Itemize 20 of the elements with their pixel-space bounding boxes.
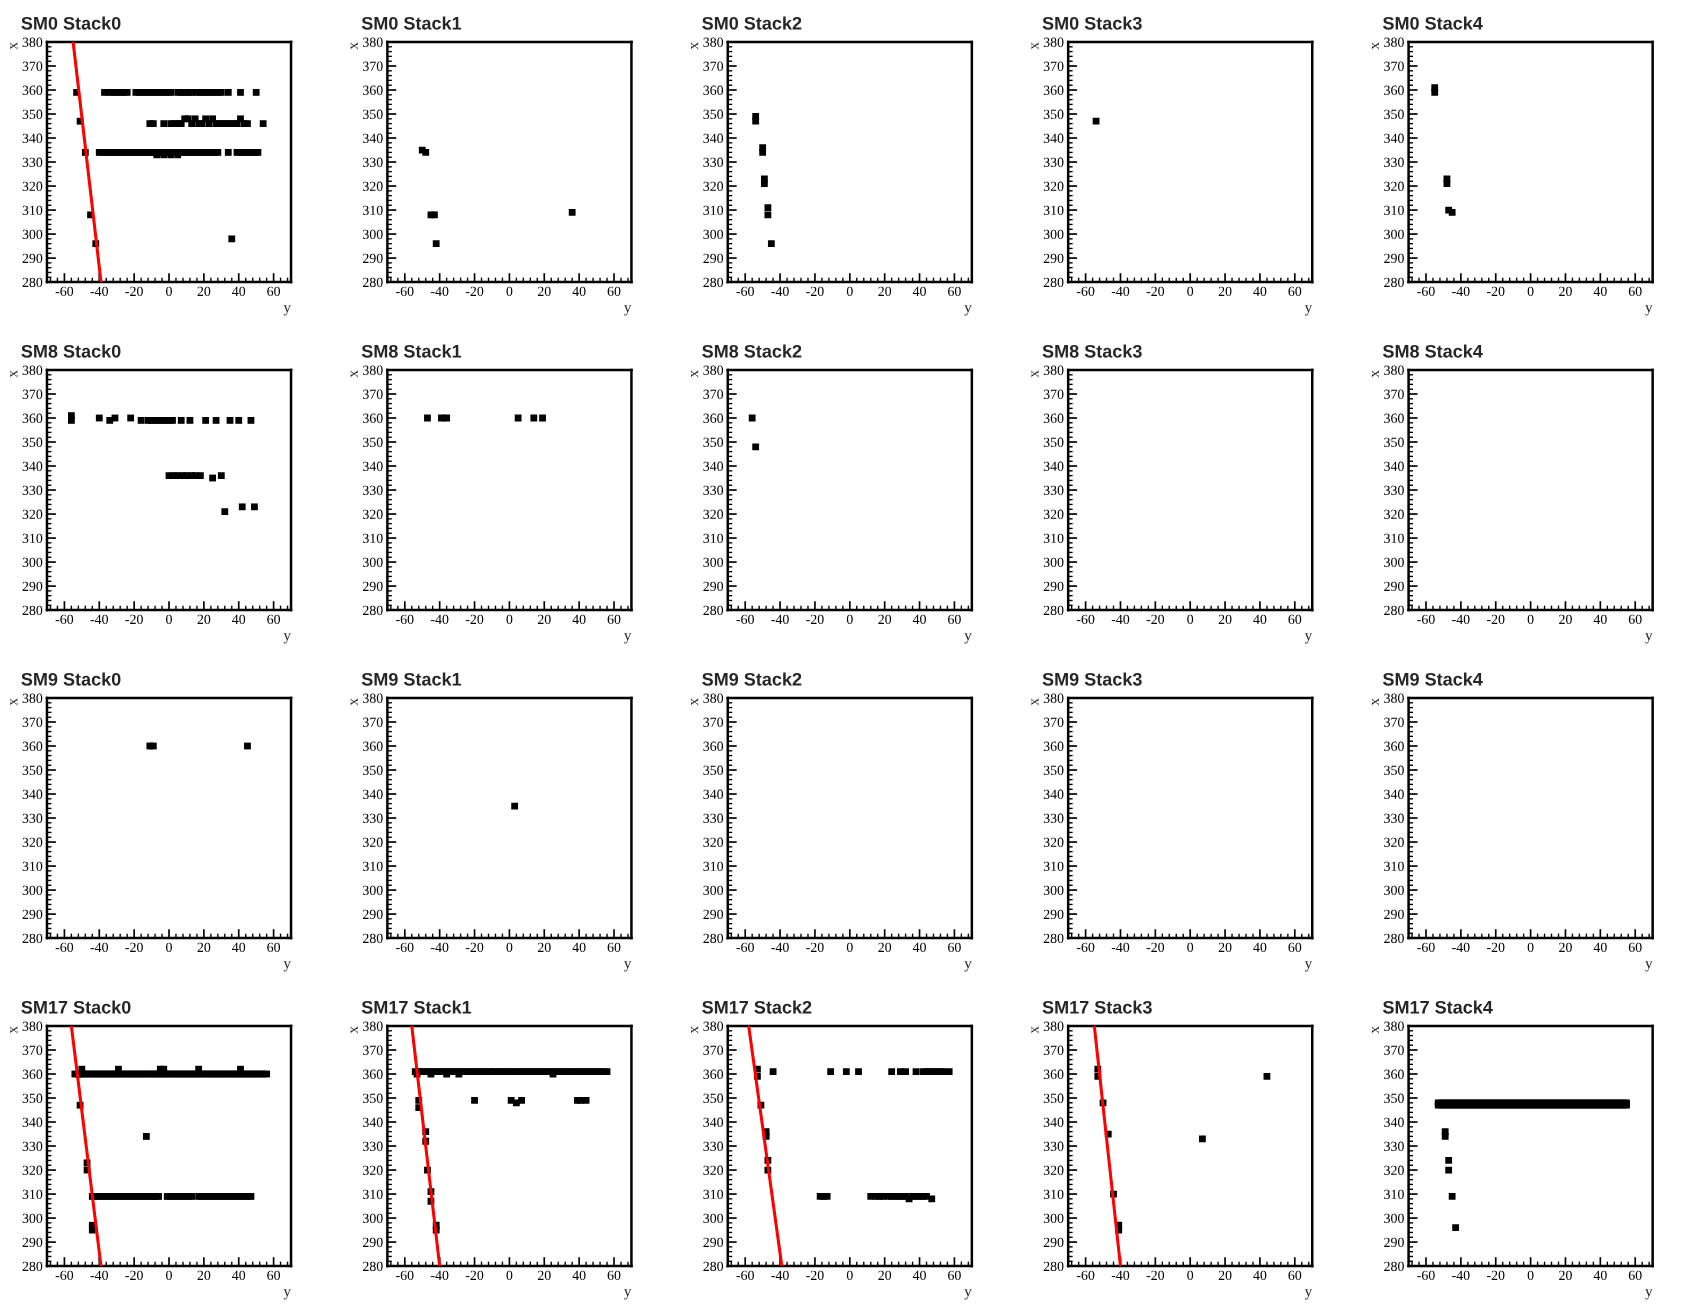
chart-title: SM0 Stack1 xyxy=(361,16,462,30)
chart-title: SM8 Stack3 xyxy=(1042,344,1142,358)
chart-title: SM9 Stack0 xyxy=(21,672,121,686)
chart-title: SM0 Stack2 xyxy=(702,16,802,30)
chart-title: SM17 Stack4 xyxy=(1382,1000,1493,1014)
chart-title: SM8 Stack0 xyxy=(21,344,121,358)
chart-title: SM9 Stack1 xyxy=(361,672,462,686)
chart-title: SM17 Stack0 xyxy=(21,1000,131,1014)
chart-title: SM0 Stack0 xyxy=(21,16,121,30)
chart-title: SM8 Stack1 xyxy=(361,344,462,358)
chart-title: SM8 Stack4 xyxy=(1382,344,1483,358)
chart-title: SM17 Stack2 xyxy=(702,1000,812,1014)
chart-title: SM8 Stack2 xyxy=(702,344,802,358)
chart-title: SM9 Stack3 xyxy=(1042,672,1142,686)
chart-title: SM17 Stack1 xyxy=(361,1000,472,1014)
chart-title: SM9 Stack2 xyxy=(702,672,802,686)
chart-title: SM0 Stack3 xyxy=(1042,16,1142,30)
chart-title: SM9 Stack4 xyxy=(1382,672,1483,686)
chart-title: SM17 Stack3 xyxy=(1042,1000,1152,1014)
chart-title: SM0 Stack4 xyxy=(1382,16,1483,30)
